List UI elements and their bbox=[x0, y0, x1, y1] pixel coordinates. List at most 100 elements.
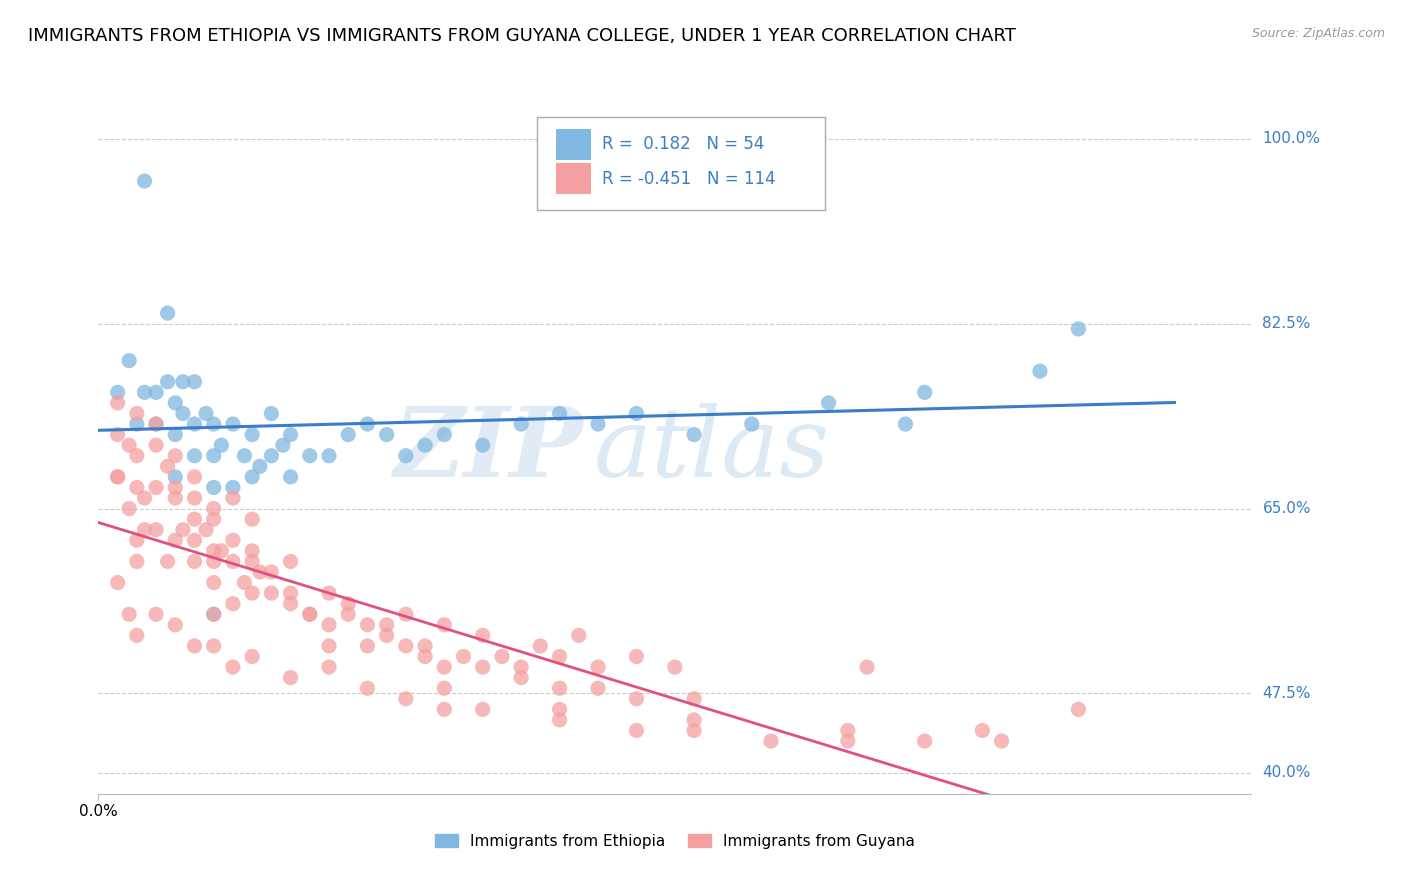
Point bbox=[165, 491, 187, 505]
Point bbox=[626, 407, 648, 421]
Point bbox=[413, 649, 436, 664]
Point bbox=[249, 565, 271, 579]
Text: 100.0%: 100.0% bbox=[1263, 131, 1320, 146]
Point bbox=[586, 660, 609, 674]
Point bbox=[318, 639, 340, 653]
Point bbox=[375, 427, 398, 442]
Point bbox=[107, 427, 129, 442]
Point bbox=[1067, 702, 1090, 716]
Point bbox=[626, 723, 648, 738]
Point bbox=[145, 607, 167, 622]
Text: IMMIGRANTS FROM ETHIOPIA VS IMMIGRANTS FROM GUYANA COLLEGE, UNDER 1 YEAR CORRELA: IMMIGRANTS FROM ETHIOPIA VS IMMIGRANTS F… bbox=[28, 27, 1017, 45]
Point bbox=[118, 353, 141, 368]
Point bbox=[337, 427, 360, 442]
Point bbox=[741, 417, 763, 431]
Point bbox=[107, 575, 129, 590]
Point bbox=[471, 702, 494, 716]
Point bbox=[471, 660, 494, 674]
Point bbox=[433, 617, 456, 632]
Point bbox=[683, 723, 706, 738]
Point bbox=[134, 174, 156, 188]
Point bbox=[240, 427, 263, 442]
Point bbox=[280, 597, 302, 611]
Point bbox=[271, 438, 294, 452]
Point bbox=[548, 713, 571, 727]
Point bbox=[165, 533, 187, 548]
Text: R =  0.182   N = 54: R = 0.182 N = 54 bbox=[602, 136, 765, 153]
Point bbox=[202, 417, 225, 431]
Point bbox=[172, 375, 194, 389]
Point bbox=[337, 597, 360, 611]
Point bbox=[202, 501, 225, 516]
Point bbox=[356, 617, 378, 632]
Point bbox=[233, 449, 256, 463]
Point bbox=[586, 681, 609, 696]
Point bbox=[395, 449, 418, 463]
Point bbox=[125, 417, 148, 431]
Point bbox=[817, 396, 839, 410]
Point bbox=[990, 734, 1012, 748]
Point bbox=[125, 554, 148, 568]
Point bbox=[125, 407, 148, 421]
Point bbox=[165, 480, 187, 494]
Point bbox=[298, 449, 321, 463]
Point bbox=[298, 607, 321, 622]
Point bbox=[240, 586, 263, 600]
Point bbox=[471, 628, 494, 642]
Point bbox=[837, 723, 859, 738]
Point bbox=[433, 702, 456, 716]
Point bbox=[195, 407, 218, 421]
Text: Source: ZipAtlas.com: Source: ZipAtlas.com bbox=[1251, 27, 1385, 40]
Text: R = -0.451   N = 114: R = -0.451 N = 114 bbox=[602, 169, 776, 188]
FancyBboxPatch shape bbox=[557, 163, 591, 194]
FancyBboxPatch shape bbox=[537, 118, 825, 211]
Point bbox=[145, 385, 167, 400]
Point bbox=[134, 385, 156, 400]
Point bbox=[240, 649, 263, 664]
Point bbox=[914, 734, 936, 748]
Point bbox=[318, 617, 340, 632]
Point bbox=[233, 575, 256, 590]
Point bbox=[1067, 322, 1090, 336]
Point bbox=[165, 427, 187, 442]
Point bbox=[118, 607, 141, 622]
Point bbox=[395, 639, 418, 653]
Point bbox=[222, 480, 245, 494]
Legend: Immigrants from Ethiopia, Immigrants from Guyana: Immigrants from Ethiopia, Immigrants fro… bbox=[429, 828, 921, 855]
Point bbox=[510, 417, 533, 431]
Point bbox=[529, 639, 551, 653]
Point bbox=[165, 396, 187, 410]
Point bbox=[433, 427, 456, 442]
Point bbox=[202, 639, 225, 653]
Point bbox=[683, 691, 706, 706]
Point bbox=[548, 649, 571, 664]
Point bbox=[118, 438, 141, 452]
Point bbox=[125, 449, 148, 463]
Point bbox=[356, 417, 378, 431]
Point bbox=[837, 734, 859, 748]
Point bbox=[683, 427, 706, 442]
Point bbox=[683, 713, 706, 727]
Point bbox=[914, 385, 936, 400]
Text: 47.5%: 47.5% bbox=[1263, 686, 1310, 701]
Point bbox=[195, 523, 218, 537]
Point bbox=[510, 671, 533, 685]
Point bbox=[280, 470, 302, 484]
Point bbox=[222, 417, 245, 431]
Point bbox=[260, 407, 283, 421]
FancyBboxPatch shape bbox=[557, 129, 591, 160]
Point bbox=[156, 375, 179, 389]
Point bbox=[471, 438, 494, 452]
Point bbox=[202, 512, 225, 526]
Point bbox=[183, 470, 205, 484]
Point bbox=[125, 628, 148, 642]
Point bbox=[183, 491, 205, 505]
Point bbox=[145, 417, 167, 431]
Point bbox=[222, 554, 245, 568]
Point bbox=[183, 417, 205, 431]
Point bbox=[222, 533, 245, 548]
Point bbox=[318, 586, 340, 600]
Point bbox=[375, 617, 398, 632]
Point bbox=[240, 544, 263, 558]
Point bbox=[183, 533, 205, 548]
